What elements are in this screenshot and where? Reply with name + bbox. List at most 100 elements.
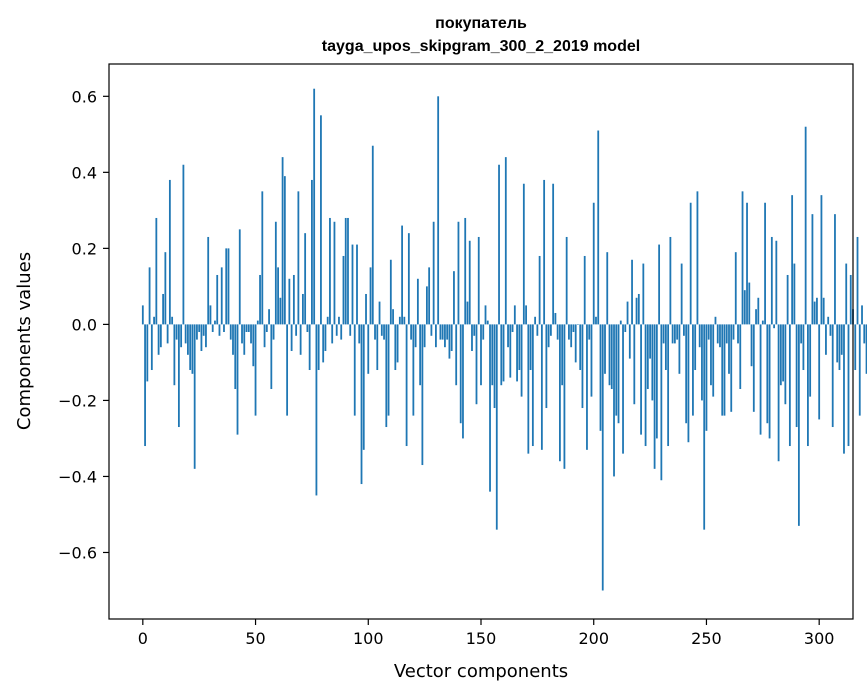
bar-277 (766, 324, 769, 424)
bar-306 (831, 324, 834, 428)
bar-284 (782, 324, 785, 382)
bar-173 (531, 324, 534, 447)
bar-171 (527, 324, 530, 454)
bar-185 (559, 324, 561, 462)
bar-170 (525, 305, 527, 325)
bar-117 (405, 324, 408, 447)
bar-301 (820, 195, 823, 325)
bar-84 (331, 324, 334, 344)
bar-66 (290, 324, 293, 351)
bar-299 (816, 297, 818, 325)
x-tick-label: 150 (466, 629, 497, 648)
bar-109 (387, 324, 390, 416)
bar-16 (177, 324, 180, 428)
bar-224 (646, 324, 649, 390)
bar-180 (547, 324, 550, 348)
bar-85 (333, 221, 336, 325)
bar-216 (628, 324, 631, 359)
bar-11 (166, 324, 169, 344)
bar-75 (311, 179, 313, 325)
bar-308 (836, 324, 839, 363)
bar-27 (202, 324, 205, 336)
bar-297 (811, 214, 814, 325)
bar-232 (664, 324, 667, 371)
bar-197 (586, 324, 588, 450)
x-tick-label: 0 (138, 629, 148, 648)
bar-28 (205, 324, 207, 348)
bar-302 (822, 297, 825, 325)
bar-321 (865, 324, 867, 374)
bar-94 (353, 324, 356, 416)
bar-279 (770, 236, 773, 325)
bar-62 (281, 157, 284, 325)
bar-83 (329, 217, 331, 325)
bar-305 (829, 324, 832, 336)
bar-287 (788, 324, 791, 447)
bar-260 (728, 324, 730, 374)
x-tick-label: 300 (804, 629, 835, 648)
bar-136 (448, 324, 451, 359)
bar-131 (437, 96, 440, 325)
bar-56 (268, 309, 270, 325)
bar-59 (274, 221, 277, 325)
bar-54 (263, 324, 266, 348)
bar-114 (398, 316, 401, 325)
bar-34 (218, 324, 221, 336)
bar-278 (768, 324, 771, 439)
bar-202 (597, 130, 600, 325)
bar-233 (667, 324, 670, 447)
bar-55 (265, 324, 268, 332)
bar-266 (741, 191, 744, 325)
bar-178 (543, 179, 546, 325)
bar-316 (854, 324, 857, 371)
y-tick-label: −0.2 (58, 391, 97, 410)
bar-292 (800, 324, 803, 344)
bar-53 (261, 191, 264, 325)
bar-40 (232, 324, 234, 355)
bar-60 (277, 267, 279, 325)
bar-300 (818, 324, 821, 420)
bar-3 (148, 267, 151, 325)
bar-285 (784, 324, 787, 405)
bar-309 (838, 324, 841, 371)
bars-group (141, 88, 867, 591)
bar-200 (592, 202, 595, 325)
bar-7 (157, 324, 160, 355)
bar-51 (256, 320, 259, 325)
bar-290 (795, 324, 798, 428)
bar-317 (856, 236, 859, 325)
bar-159 (500, 324, 503, 386)
bar-179 (545, 324, 548, 409)
bar-112 (394, 324, 397, 371)
bar-226 (651, 324, 654, 401)
bar-165 (513, 305, 516, 325)
bar-140 (457, 221, 460, 325)
bar-281 (775, 240, 778, 325)
bar-242 (687, 324, 690, 443)
bar-273 (757, 297, 760, 325)
bar-164 (511, 324, 514, 332)
bar-206 (606, 252, 609, 325)
bar-41 (234, 324, 237, 390)
bar-107 (383, 324, 385, 340)
bar-160 (502, 324, 505, 382)
bar-46 (245, 324, 248, 332)
bar-144 (466, 301, 469, 325)
bar-267 (743, 290, 746, 325)
bar-212 (619, 320, 622, 325)
bar-288 (791, 195, 794, 325)
bar-258 (723, 324, 726, 416)
bar-254 (714, 316, 717, 325)
bar-176 (538, 255, 541, 325)
bar-65 (288, 278, 291, 325)
bar-195 (581, 324, 584, 409)
bar-116 (403, 316, 406, 325)
bar-296 (809, 324, 812, 397)
bar-124 (421, 324, 424, 466)
bar-246 (696, 191, 699, 325)
bar-275 (761, 320, 764, 325)
bar-76 (313, 88, 316, 325)
bar-101 (369, 267, 372, 325)
bar-126 (425, 286, 428, 325)
bar-238 (678, 324, 681, 374)
